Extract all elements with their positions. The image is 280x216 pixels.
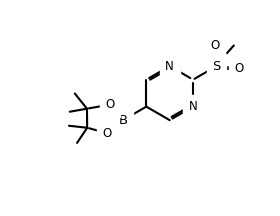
Text: O: O xyxy=(105,98,115,111)
Text: O: O xyxy=(103,127,112,140)
Text: N: N xyxy=(189,100,197,113)
Text: O: O xyxy=(211,39,220,52)
Text: S: S xyxy=(212,60,221,73)
Text: B: B xyxy=(118,114,127,127)
Text: O: O xyxy=(235,62,244,75)
Text: N: N xyxy=(165,60,174,73)
